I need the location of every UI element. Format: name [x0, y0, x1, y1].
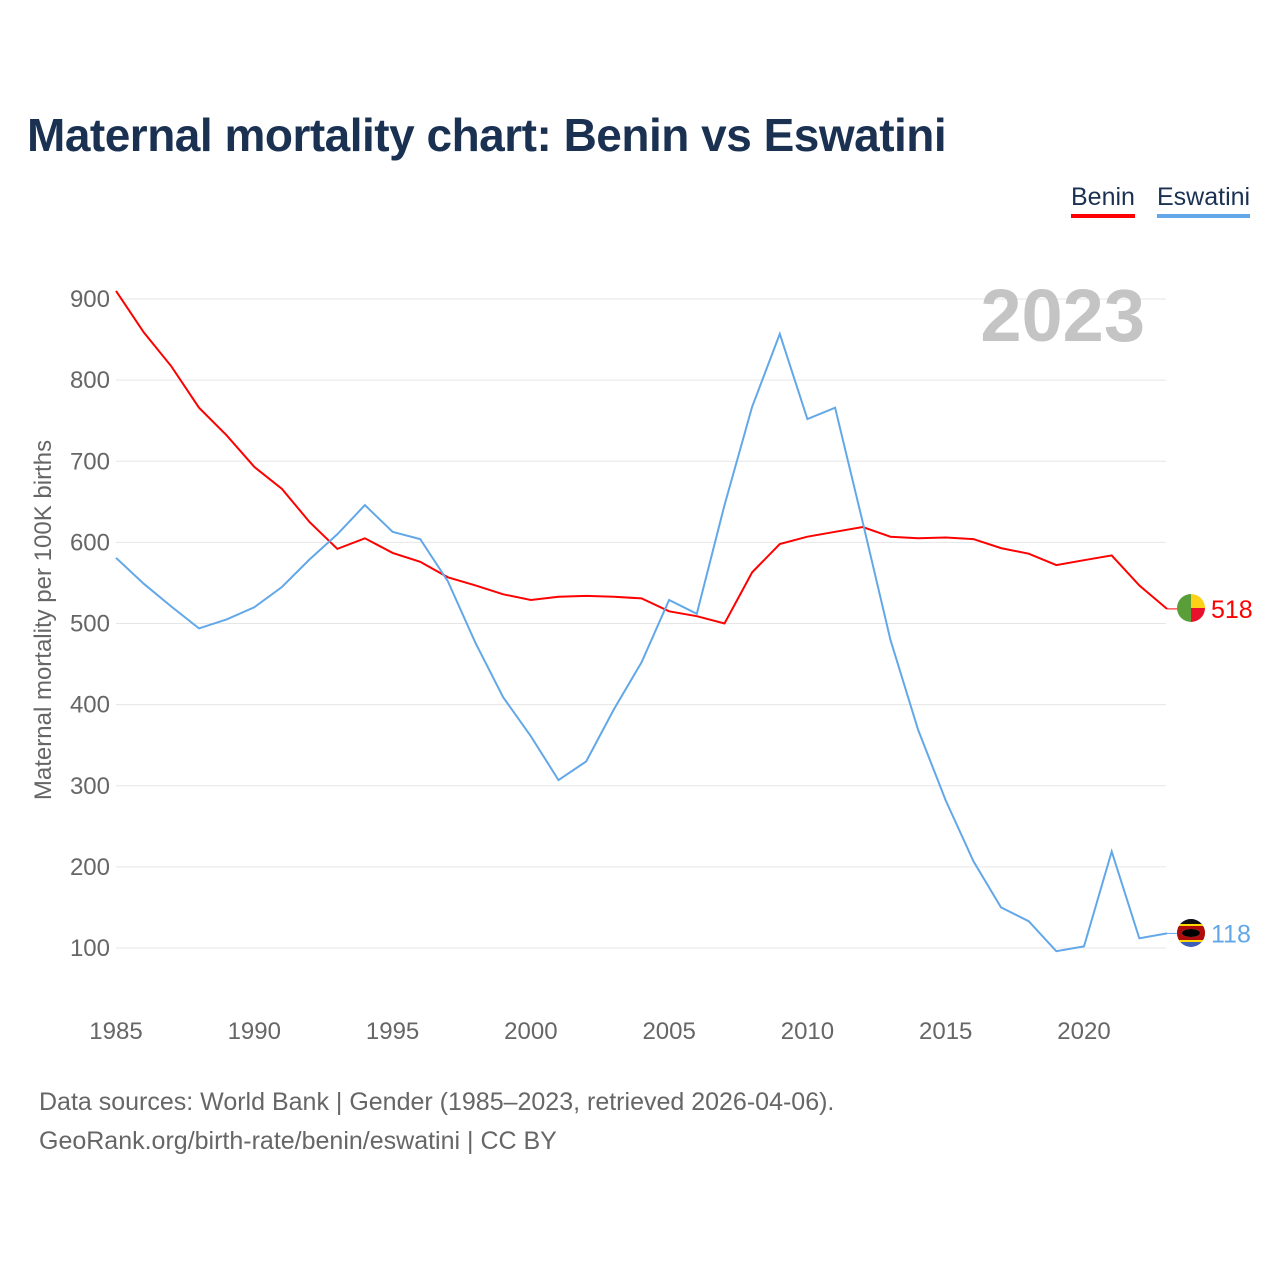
x-tick-label: 2010	[781, 1018, 834, 1045]
y-tick-label: 300	[70, 773, 110, 800]
x-tick-label: 2020	[1057, 1018, 1110, 1045]
legend-eswatini[interactable]: Eswatini	[1157, 183, 1251, 218]
series-line-benin	[115, 290, 1168, 625]
end-value-label-benin: 518	[1211, 596, 1253, 624]
x-tick-label: 1990	[228, 1018, 281, 1045]
y-tick-label: 800	[70, 367, 110, 394]
legend-benin[interactable]: Benin	[1071, 183, 1135, 218]
benin-flag-icon	[1177, 594, 1205, 622]
y-tick-label: 400	[70, 692, 110, 719]
y-tick-label: 600	[70, 529, 110, 556]
y-axis-label: Maternal mortality per 100K births	[30, 440, 57, 800]
y-tick-label: 900	[70, 286, 110, 313]
chart-title: Maternal mortality chart: Benin vs Eswat…	[27, 109, 947, 161]
y-tick-label: 200	[70, 854, 110, 881]
end-value-label-eswatini: 118	[1211, 920, 1251, 948]
year-watermark: 2023	[980, 274, 1145, 357]
x-tick-label: 1995	[366, 1018, 419, 1045]
x-tick-label: 2005	[642, 1018, 695, 1045]
series-line-eswatini	[115, 330, 1168, 953]
y-tick-label: 100	[70, 935, 110, 962]
y-tick-label: 700	[70, 448, 110, 475]
x-tick-label: 1985	[89, 1018, 142, 1045]
x-tick-label: 2000	[504, 1018, 557, 1045]
y-tick-label: 500	[70, 611, 110, 638]
x-tick-label: 2015	[919, 1018, 972, 1045]
footer-sources: Data sources: World Bank | Gender (1985–…	[39, 1088, 835, 1116]
footer-link[interactable]: GeoRank.org/birth-rate/benin/eswatini | …	[39, 1127, 557, 1155]
eswatini-flag-icon	[1177, 919, 1205, 947]
